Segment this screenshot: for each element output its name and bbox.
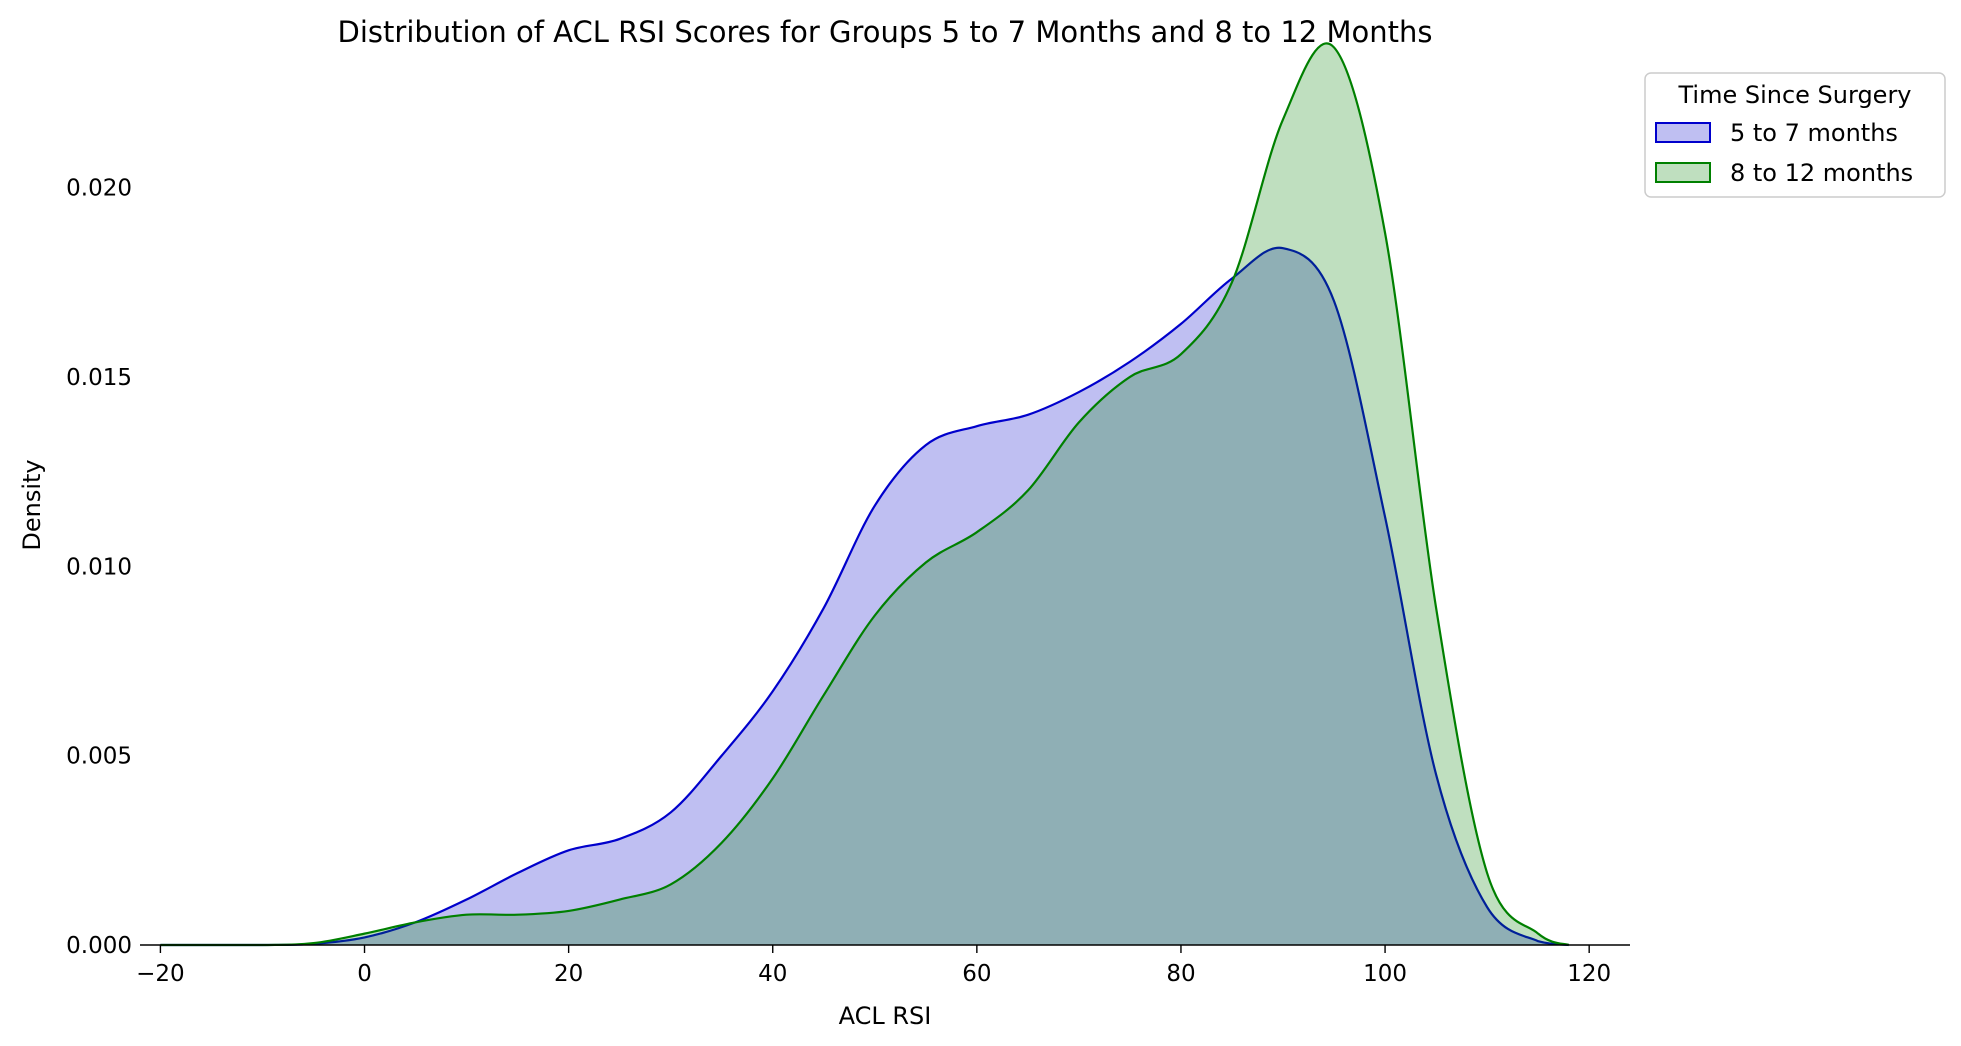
- x-tick-label: 0: [357, 961, 372, 987]
- y-axis-label: Density: [18, 459, 46, 550]
- legend-title: Time Since Surgery: [1677, 81, 1911, 109]
- x-tick-label: 20: [554, 961, 583, 987]
- legend-label-5-to-7-months: 5 to 7 months: [1730, 119, 1898, 147]
- x-tick-label: 80: [1166, 961, 1195, 987]
- y-axis: 0.000 0.005 0.010 0.015 0.020: [66, 176, 132, 959]
- area-fill-8-to-12-months: [160, 43, 1569, 946]
- area-fill-5-to-7-months: [160, 247, 1569, 945]
- x-tick-label: 40: [758, 961, 787, 987]
- density-line-8-to-12-months: [160, 42, 1570, 947]
- legend-swatch-5-to-7-months: [1655, 122, 1711, 143]
- plot-area: [160, 42, 1570, 947]
- legend-swatch-8-to-12-months: [1655, 162, 1711, 183]
- x-tick-label: 60: [962, 961, 991, 987]
- y-tick-label: 0.020: [66, 176, 132, 202]
- x-axis-label: ACL RSI: [839, 1002, 932, 1030]
- x-tick-label: 120: [1567, 961, 1611, 987]
- x-tick-label: −20: [136, 961, 185, 987]
- chart-title: Distribution of ACL RSI Scores for Group…: [338, 15, 1433, 49]
- y-tick-label: 0.015: [66, 365, 132, 391]
- y-tick-label: 0.005: [66, 744, 132, 770]
- legend-frame: [1644, 72, 1946, 198]
- y-tick-label: 0.000: [66, 933, 132, 959]
- legend-label-8-to-12-months: 8 to 12 months: [1730, 159, 1913, 187]
- x-axis: −20 0 20 40 60 80 100 120: [136, 944, 1630, 987]
- y-tick-label: 0.010: [66, 554, 132, 580]
- x-tick-label: 100: [1363, 961, 1407, 987]
- density-line-5-to-7-months: [160, 246, 1569, 947]
- legend: Time Since Surgery 5 to 7 months 8 to 12…: [1644, 72, 1946, 198]
